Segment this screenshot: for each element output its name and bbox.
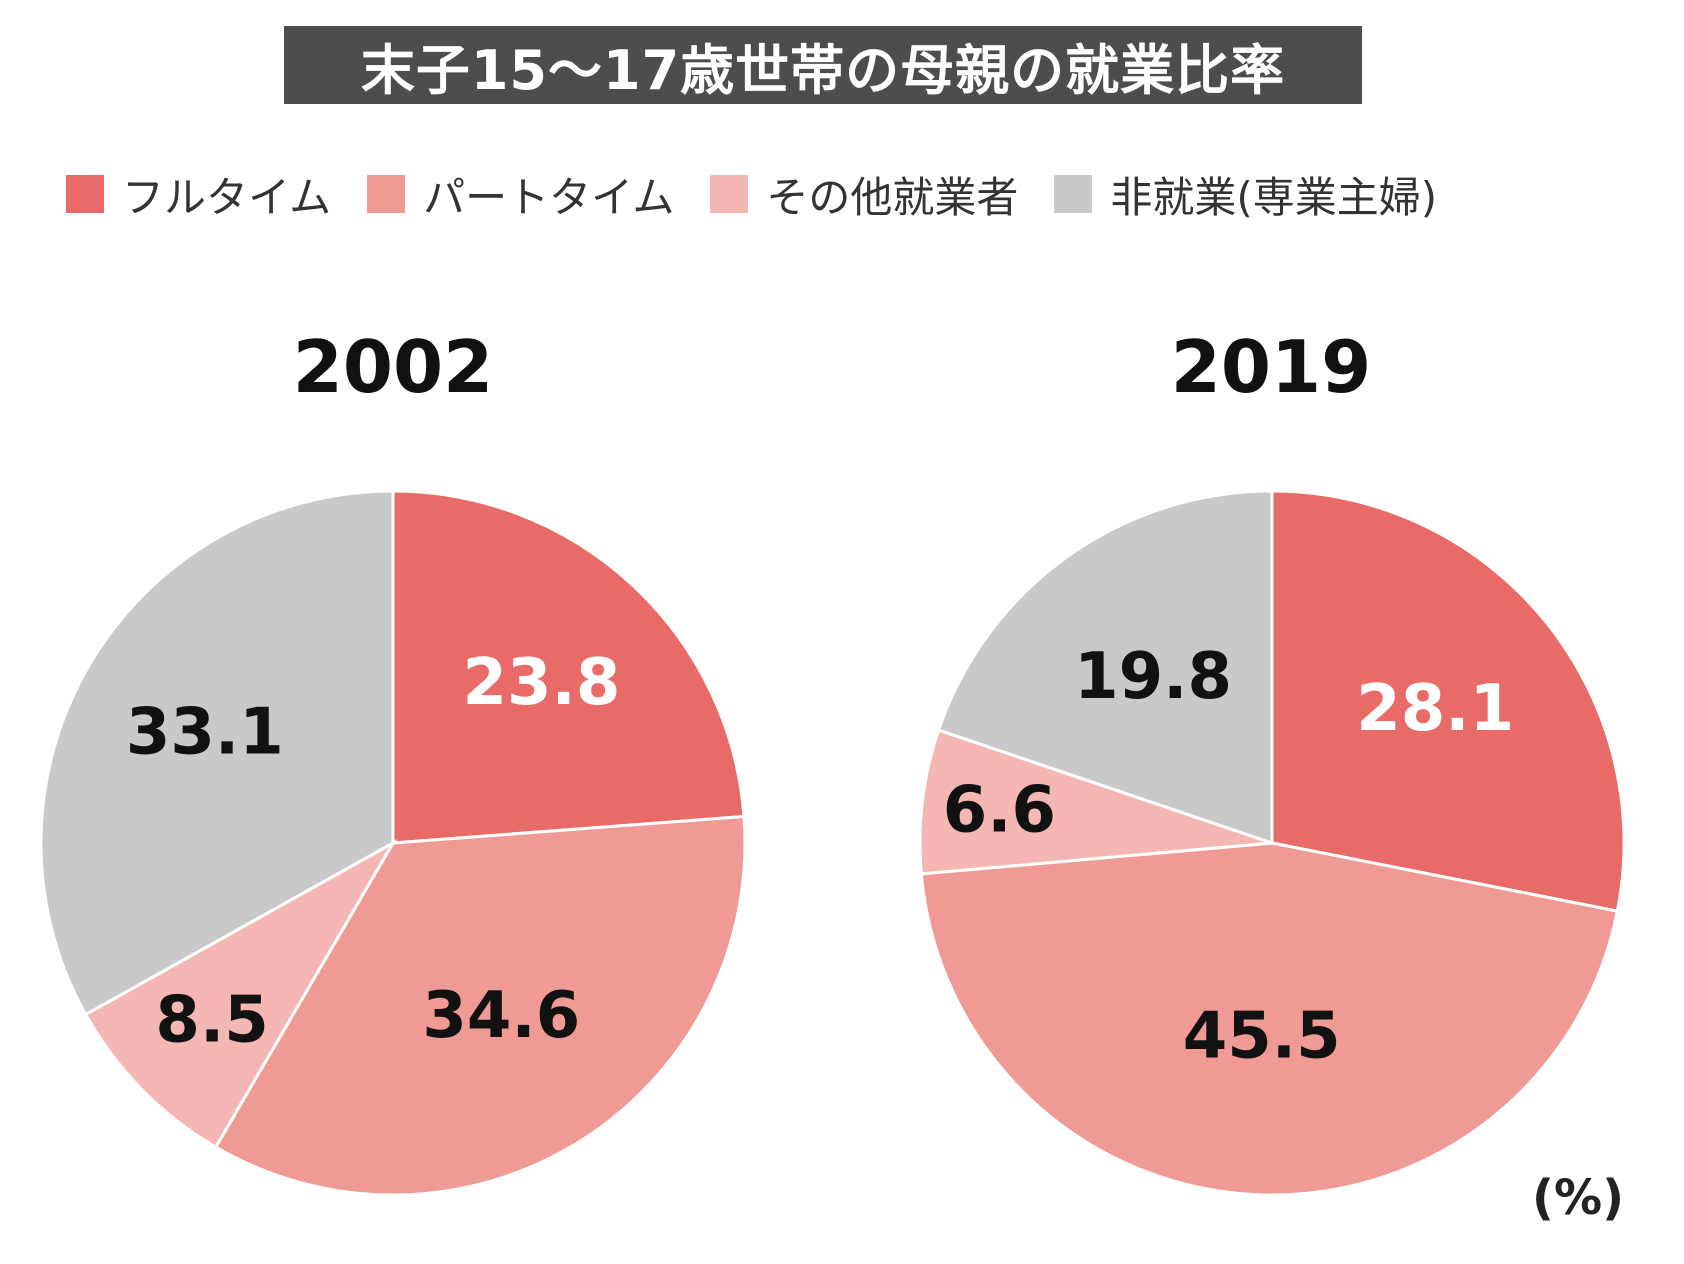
pie-2002: 23.8 34.6 8.5 33.1 — [39, 489, 747, 1197]
pie-label-2019-fulltime: 28.1 — [1356, 672, 1514, 746]
pie-label-2002-parttime: 34.6 — [422, 979, 580, 1053]
legend-label-other: その他就業者 — [766, 172, 1019, 222]
pie-label-2019-other: 6.6 — [943, 773, 1056, 847]
pie-label-2002-fulltime: 23.8 — [462, 646, 620, 720]
unit-label: (%) — [1532, 1170, 1624, 1226]
pie-slice-2019-parttime — [919, 841, 1620, 1197]
legend-swatch-other — [710, 175, 749, 213]
pie-year-2002: 2002 — [292, 325, 494, 409]
pie-label-2019-parttime: 45.5 — [1183, 999, 1341, 1073]
legend-item-unemployed: 非就業(専業主婦) — [1054, 164, 1437, 225]
legend-label-fulltime: フルタイム — [122, 172, 332, 222]
legend-swatch-fulltime — [66, 175, 104, 213]
legend-item-parttime: パートタイム — [367, 164, 674, 225]
pie-slice-2002-unemployed — [39, 489, 395, 1017]
legend-item-fulltime: フルタイム — [66, 164, 331, 225]
pie-slice-2002-other — [83, 839, 398, 1150]
pie-slice-2019-fulltime — [1270, 489, 1626, 913]
legend-label-parttime: パートタイム — [423, 172, 675, 222]
pie-slice-2019-other — [918, 728, 1273, 876]
pie-label-2002-unemployed: 33.1 — [126, 695, 284, 769]
pie-2019: 28.1 45.5 6.619.8 — [918, 489, 1626, 1197]
legend-item-other: その他就業者 — [710, 164, 1018, 225]
pie-slice-2002-fulltime — [391, 489, 746, 845]
pie-slice-2019-unemployed — [936, 489, 1274, 846]
legend: フルタイム パートタイム その他就業者 非就業(専業主婦) — [66, 166, 1473, 222]
legend-swatch-parttime — [367, 175, 406, 213]
pie-label-2002-other: 8.5 — [155, 984, 268, 1058]
pie-label-2019-unemployed: 19.8 — [1074, 640, 1232, 714]
chart-title: 末子15〜17歳世帯の母親の就業比率 — [284, 26, 1362, 104]
legend-swatch-unemployed — [1054, 175, 1093, 213]
pie-slice-2002-parttime — [213, 814, 747, 1197]
pie-year-2019: 2019 — [1170, 325, 1372, 409]
legend-label-unemployed: 非就業(専業主婦) — [1110, 172, 1438, 222]
